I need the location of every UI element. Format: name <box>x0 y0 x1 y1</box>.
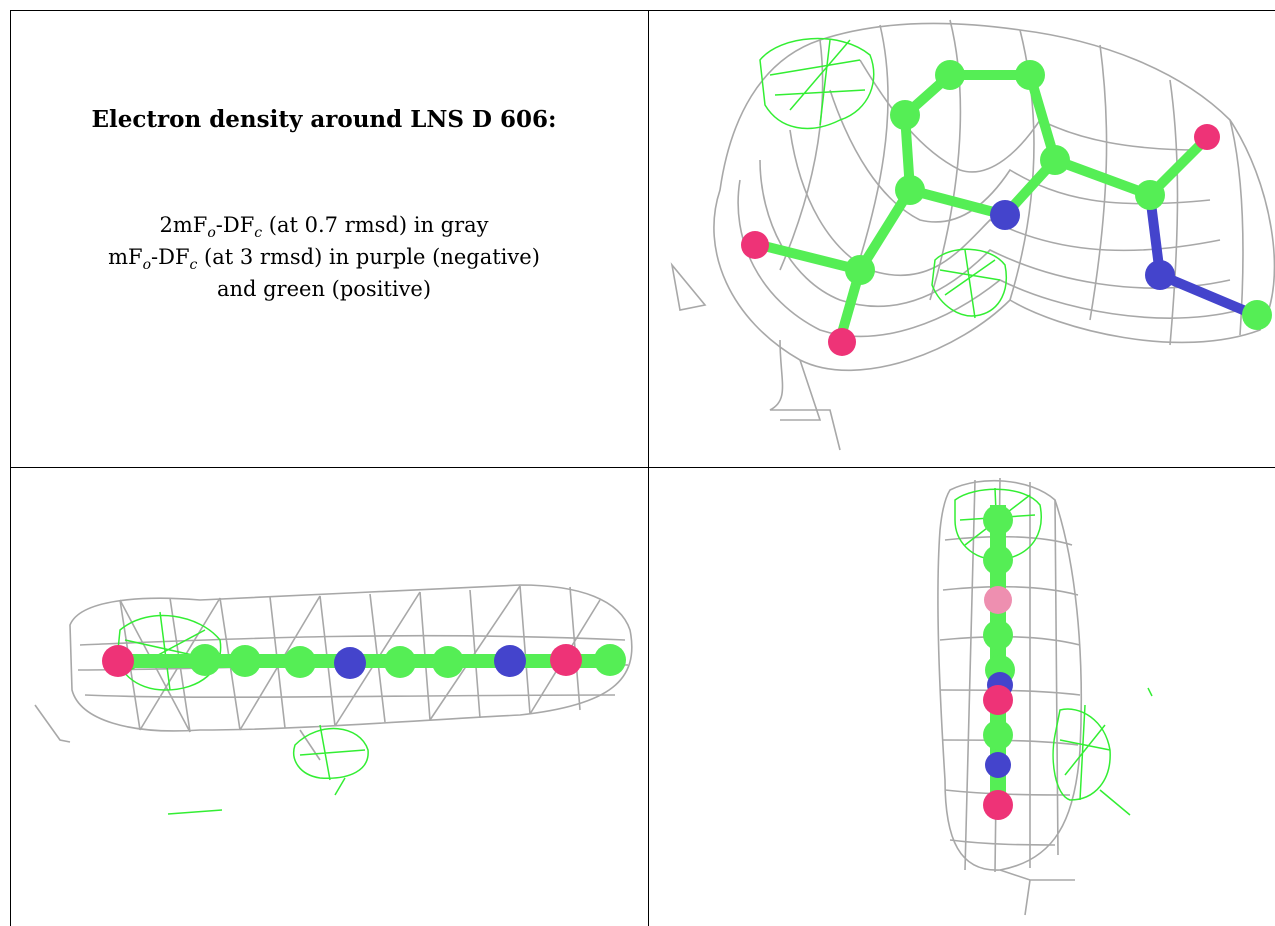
view-bottom-right <box>649 468 1275 926</box>
caption-title: Electron density around LNS D 606: <box>91 106 557 133</box>
atoms <box>741 60 1272 356</box>
caption-line-1: 2mFo-DFc (at 0.7 rmsd) in gray <box>159 213 489 241</box>
atoms-vertical <box>983 505 1015 820</box>
border-top <box>10 10 1275 11</box>
caption-line-3: and green (positive) <box>216 277 432 301</box>
view-bottom-left <box>11 468 648 926</box>
border-left <box>10 10 11 926</box>
caption-description: 2mFo-DFc (at 0.7 rmsd) in gray mFo-DFc (… <box>11 209 648 305</box>
border-divider-vertical <box>648 10 649 926</box>
density-render-face-on <box>670 19 1275 451</box>
density-render-edge-vertical <box>937 477 1153 916</box>
gray-mesh <box>670 19 1275 451</box>
density-render-edge-horizontal <box>34 584 633 815</box>
atoms-edge <box>102 644 626 679</box>
green-mesh <box>759 37 1007 319</box>
view-top-right <box>649 11 1275 467</box>
caption-line-2: mFo-DFc (at 3 rmsd) in purple (negative) <box>108 245 540 273</box>
caption-cell: Electron density around LNS D 606: 2mFo-… <box>11 11 648 467</box>
border-divider-horizontal <box>10 467 1275 468</box>
